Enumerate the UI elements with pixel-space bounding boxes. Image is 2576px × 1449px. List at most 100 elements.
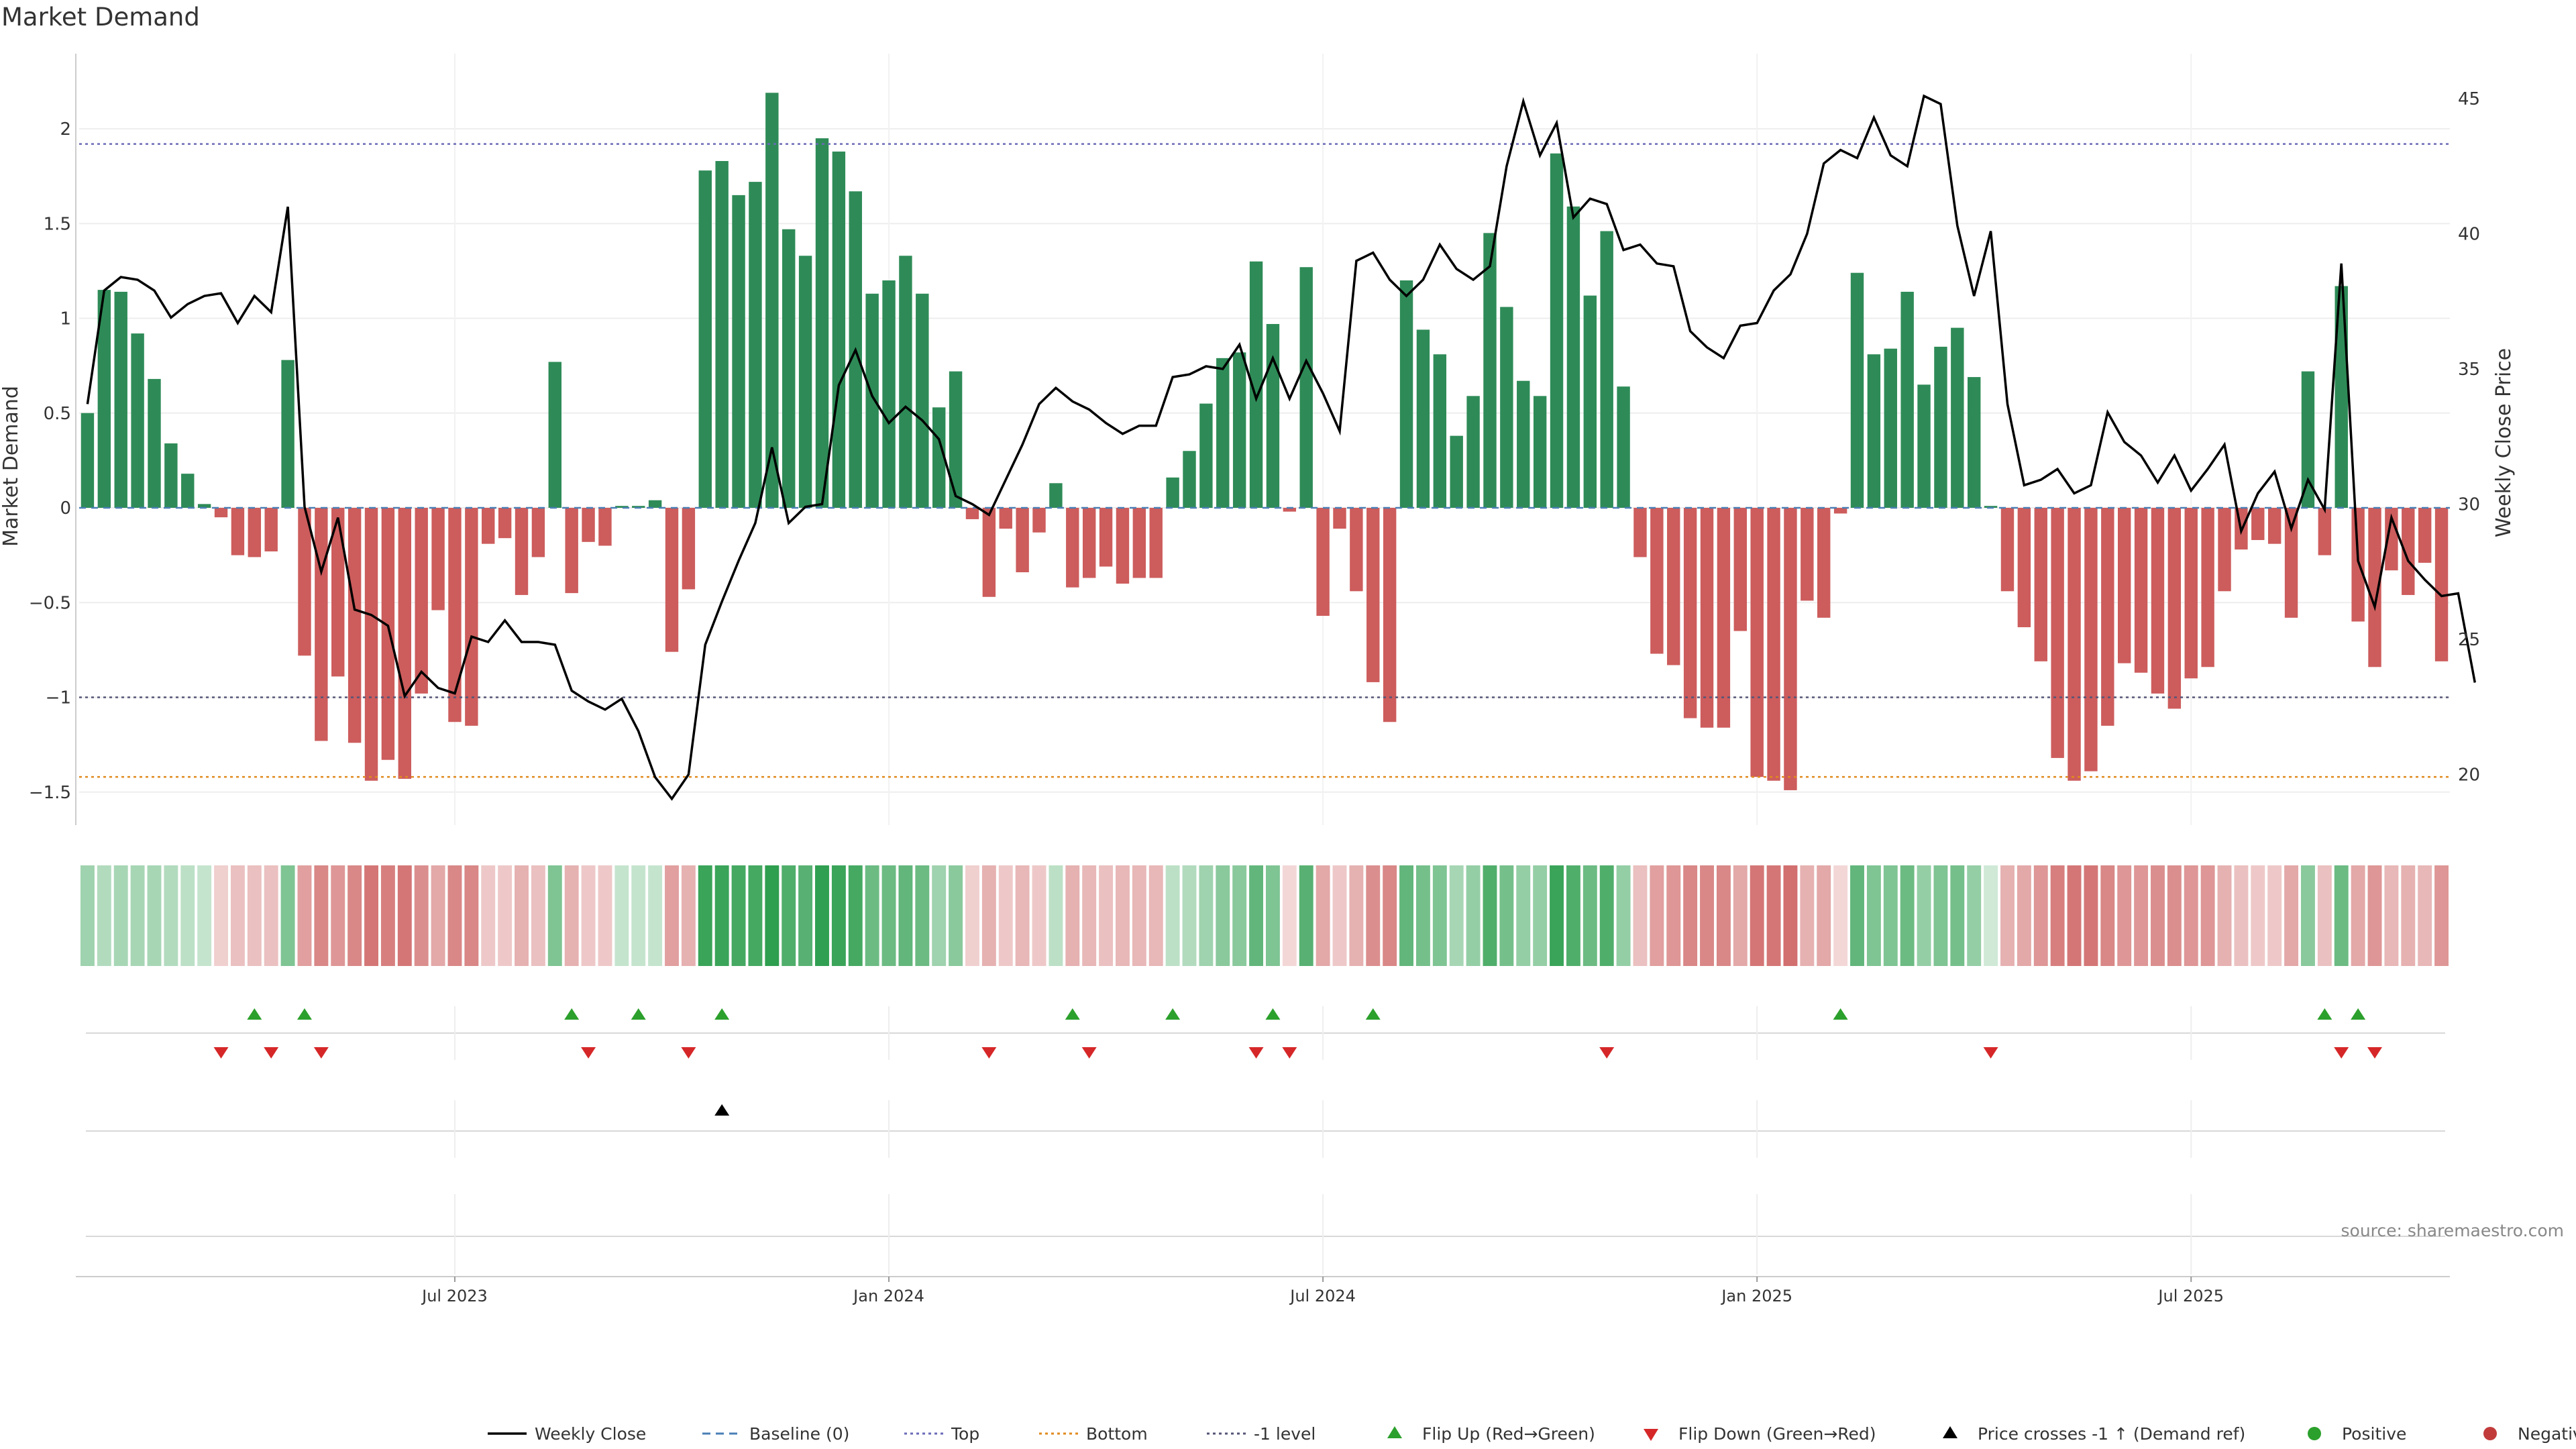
demand-bar-positive <box>281 360 294 508</box>
heat-cell-positive <box>1182 865 1197 966</box>
demand-bar-positive <box>648 500 662 508</box>
heat-cell-negative <box>1116 865 1130 966</box>
heat-cell-negative <box>2317 865 2332 966</box>
demand-bar-negative <box>1633 508 1647 557</box>
flip-down-marker <box>1248 1047 1264 1059</box>
heat-cell-negative <box>331 865 345 966</box>
demand-bar-negative <box>448 508 462 722</box>
demand-bar-negative <box>1116 508 1130 584</box>
demand-bar-negative <box>1717 508 1731 728</box>
heat-cell-positive <box>130 865 145 966</box>
demand-bar-positive <box>181 474 195 508</box>
left-tick-label: −0.5 <box>29 593 71 613</box>
heat-cell-negative <box>364 865 378 966</box>
heat-cell-negative <box>397 865 412 966</box>
heat-cell-negative <box>464 865 479 966</box>
heat-cell-positive <box>1199 865 1214 966</box>
demand-bar-positive <box>765 93 779 508</box>
right-axis: 45 40 35 30 25 20 <box>2458 89 2480 786</box>
demand-bar-negative <box>2051 508 2064 758</box>
heat-cell-positive <box>1917 865 1931 966</box>
heat-cell-negative <box>1817 865 1831 966</box>
flip-up-marker <box>714 1008 730 1020</box>
demand-bar-negative <box>2101 508 2114 726</box>
heat-cell-negative <box>314 865 329 966</box>
demand-bar-negative <box>2201 508 2214 667</box>
heat-cell-positive <box>147 865 162 966</box>
demand-bar-negative <box>1132 508 1146 578</box>
legend-swatch-negative <box>2483 1427 2497 1440</box>
demand-bar-positive <box>1968 377 1981 508</box>
demand-bar-negative <box>364 508 378 781</box>
heat-cell-positive <box>97 865 111 966</box>
heat-cell-negative <box>2418 865 2432 966</box>
heat-cell-negative <box>1316 865 1330 966</box>
heat-cell-positive <box>1432 865 1447 966</box>
flip-down-marker <box>313 1047 329 1059</box>
demand-bar-negative <box>2251 508 2265 541</box>
demand-bar-negative <box>2151 508 2165 694</box>
demand-bar-positive <box>1617 386 1630 508</box>
heat-cell-negative <box>447 865 462 966</box>
heat-cell-negative <box>1032 865 1046 966</box>
demand-bar-positive <box>949 371 963 508</box>
flip-up-marker <box>564 1008 580 1020</box>
heat-cell-positive <box>1533 865 1548 966</box>
demand-bar-positive <box>1183 451 1196 508</box>
demand-bar-negative <box>1683 508 1697 718</box>
heat-cell-negative <box>2134 865 2149 966</box>
heat-cell-negative <box>2017 865 2031 966</box>
demand-bar-negative <box>531 508 545 557</box>
demand-bar-positive <box>899 256 912 508</box>
heat-cell-positive <box>949 865 963 966</box>
heat-cell-negative <box>2384 865 2399 966</box>
heat-cell-positive <box>648 865 663 966</box>
heat-cell-positive <box>180 865 195 966</box>
heat-cell-positive <box>898 865 913 966</box>
heat-cell-negative <box>2367 865 2382 966</box>
heat-cell-negative <box>581 865 596 966</box>
demand-bar-negative <box>1767 508 1780 781</box>
heat-cell-positive <box>848 865 863 966</box>
demand-bar-negative <box>1817 508 1831 618</box>
heat-cell-positive <box>1249 865 1264 966</box>
demand-bar-negative <box>2000 508 2015 592</box>
heat-cell-negative <box>2234 865 2249 966</box>
heat-cell-negative <box>2200 865 2215 966</box>
legend-item: Weekly Close <box>488 1424 646 1444</box>
demand-bar-positive <box>782 229 796 508</box>
heat-cell-positive <box>113 865 128 966</box>
heat-cell-negative <box>531 865 545 966</box>
demand-bar-negative <box>498 508 512 539</box>
left-tick-label: −1 <box>46 688 71 708</box>
heat-cell-positive <box>2301 865 2315 966</box>
heat-cell-negative <box>380 865 395 966</box>
reference-lines <box>79 143 2450 778</box>
x-tick-label: Jul 2024 <box>1289 1287 1356 1305</box>
demand-bar-negative <box>2017 508 2031 627</box>
heat-cell-negative <box>1666 865 1681 966</box>
demand-bar-positive <box>97 290 111 508</box>
sign-dots-panel <box>86 1194 2445 1275</box>
demand-bar-negative <box>2167 508 2182 709</box>
demand-bar-negative <box>1333 508 1346 529</box>
demand-bar-positive <box>1399 280 1413 508</box>
price-cross-marker <box>714 1104 730 1116</box>
heat-cell-positive <box>1599 865 1614 966</box>
heat-cell-positive <box>1900 865 1915 966</box>
demand-bar-negative <box>331 508 345 677</box>
heat-cell-negative <box>1082 865 1097 966</box>
demand-bar-negative <box>1066 508 1079 588</box>
demand-bar-positive <box>80 413 95 508</box>
heat-cell-negative <box>431 865 445 966</box>
flip-down-marker <box>1282 1047 1297 1059</box>
flip-down-marker <box>213 1047 229 1059</box>
heat-cell-positive <box>782 865 796 966</box>
heat-cell-positive <box>1550 865 1564 966</box>
legend-item: Bottom <box>1039 1424 1148 1444</box>
heat-cell-negative <box>981 865 996 966</box>
demand-bar-negative <box>1650 508 1664 654</box>
heat-cell-negative <box>414 865 429 966</box>
heat-cell-positive <box>1883 865 1898 966</box>
heat-cell-negative <box>2267 865 2282 966</box>
